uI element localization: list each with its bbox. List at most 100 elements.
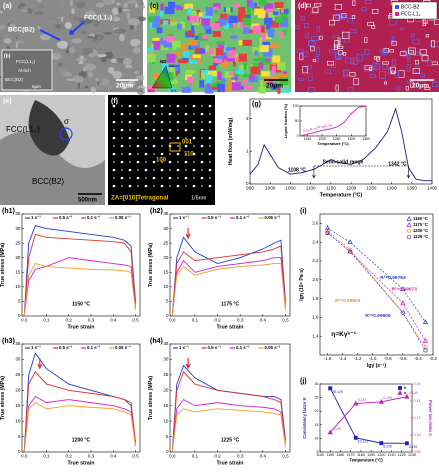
texture: [73, 66, 81, 72]
y-tick-label: 15: [15, 403, 21, 408]
texture: [0, 24, 6, 30]
grain: [311, 36, 319, 41]
grain: [306, 3, 311, 8]
x-tick-label: -1.2: [354, 356, 362, 361]
diffraction-spot: [193, 113, 195, 115]
x-axis-label: True strain: [216, 460, 243, 466]
x-axis-label: lgγ̇ (s⁻¹): [367, 363, 387, 369]
series-line: [171, 398, 286, 453]
grain: [252, 47, 260, 53]
grain: [251, 23, 260, 29]
diffraction-spot: [193, 145, 195, 147]
diffraction-spot: [160, 184, 164, 188]
diffraction-spot: [161, 129, 163, 131]
legend-label: 1 s⁻¹: [179, 215, 189, 220]
x-tick-label: 1200: [377, 453, 385, 457]
diffraction-spot: [193, 161, 195, 163]
marker: [378, 398, 384, 404]
diffraction-spot: [112, 120, 116, 124]
data-label: 8.191: [409, 445, 418, 449]
texture: [93, 68, 100, 74]
plot-area: [319, 383, 413, 453]
grain: [217, 71, 222, 81]
grain: [422, 18, 427, 26]
diffraction-spot: [200, 112, 204, 116]
grain: [349, 29, 358, 34]
texture: [140, 1, 144, 6]
grain: [191, 25, 195, 34]
diffraction-spot: [121, 185, 123, 187]
diffraction-spot: [137, 105, 139, 107]
grain: [277, 85, 281, 94]
grain: [175, 67, 179, 72]
y-tick-label: 0: [297, 134, 299, 138]
grain: [152, 37, 160, 41]
diffraction-spot: [153, 153, 155, 155]
diffraction-spot: [129, 145, 131, 147]
x-tick-label: 950: [246, 185, 254, 190]
texture: [55, 23, 61, 29]
diffraction-spot: [192, 120, 196, 124]
x-axis-label: True strain: [67, 460, 94, 466]
grain: [162, 37, 167, 41]
grain: [252, 25, 261, 34]
texture: [84, 85, 89, 89]
grain: [253, 2, 257, 8]
texture: [105, 14, 117, 21]
x-tick-label: 0.1: [43, 317, 50, 322]
series-line: [329, 388, 407, 444]
marker: [324, 225, 331, 230]
grain: [247, 29, 257, 34]
x-tick-label: 1230: [408, 453, 416, 457]
series-line: [23, 352, 136, 453]
texture: [54, 16, 57, 20]
grain: [212, 31, 221, 37]
grain: [269, 43, 279, 49]
diffraction-spot: [192, 184, 196, 188]
grain: [209, 46, 215, 55]
grain: [191, 10, 197, 17]
diffraction-spot: [208, 104, 212, 108]
diffraction-spot: [208, 120, 212, 124]
diffraction-spot: [176, 136, 180, 140]
texture: [60, 16, 64, 23]
ipf-label: ND: [160, 59, 167, 64]
x-axis-label: Temperature (°C): [349, 458, 383, 463]
grain: [361, 7, 367, 12]
texture: [107, 66, 115, 74]
grain: [258, 0, 267, 6]
grain: [266, 21, 271, 30]
diffraction-spot: [136, 160, 140, 164]
texture: [45, 17, 54, 20]
diffraction-spot: [153, 105, 155, 107]
series-line: [327, 232, 426, 351]
spot-label: 100: [156, 158, 167, 164]
grain: [295, 25, 300, 29]
data-label: 0.137: [358, 398, 367, 402]
x-axis-label: Temperature (°C): [320, 192, 363, 198]
grain: [237, 14, 247, 22]
marker: [400, 286, 406, 292]
y-tick-label: 20: [15, 255, 21, 260]
y-axis-label: Liquid fraction (%): [283, 103, 288, 138]
grain: [189, 15, 199, 23]
diffraction-spot: [120, 160, 124, 164]
y-tick-label: 25: [163, 372, 169, 377]
grain: [328, 49, 336, 53]
grain: [325, 69, 332, 75]
marker: [406, 222, 412, 227]
ipf-label: 111: [168, 63, 175, 68]
marker: [423, 348, 428, 353]
legend-label: 1225 °C: [413, 234, 428, 239]
grain: [209, 83, 218, 87]
x-tick-label: 1300: [386, 185, 397, 190]
diffraction-spot: [128, 184, 132, 188]
y-tick-label: 0: [18, 313, 21, 318]
marker: [422, 337, 429, 343]
grain: [310, 46, 315, 52]
diffraction-spot: [169, 153, 171, 155]
diffraction-spot: [176, 152, 180, 156]
grain: [261, 33, 266, 41]
grain: [219, 45, 225, 49]
grain: [153, 72, 163, 80]
